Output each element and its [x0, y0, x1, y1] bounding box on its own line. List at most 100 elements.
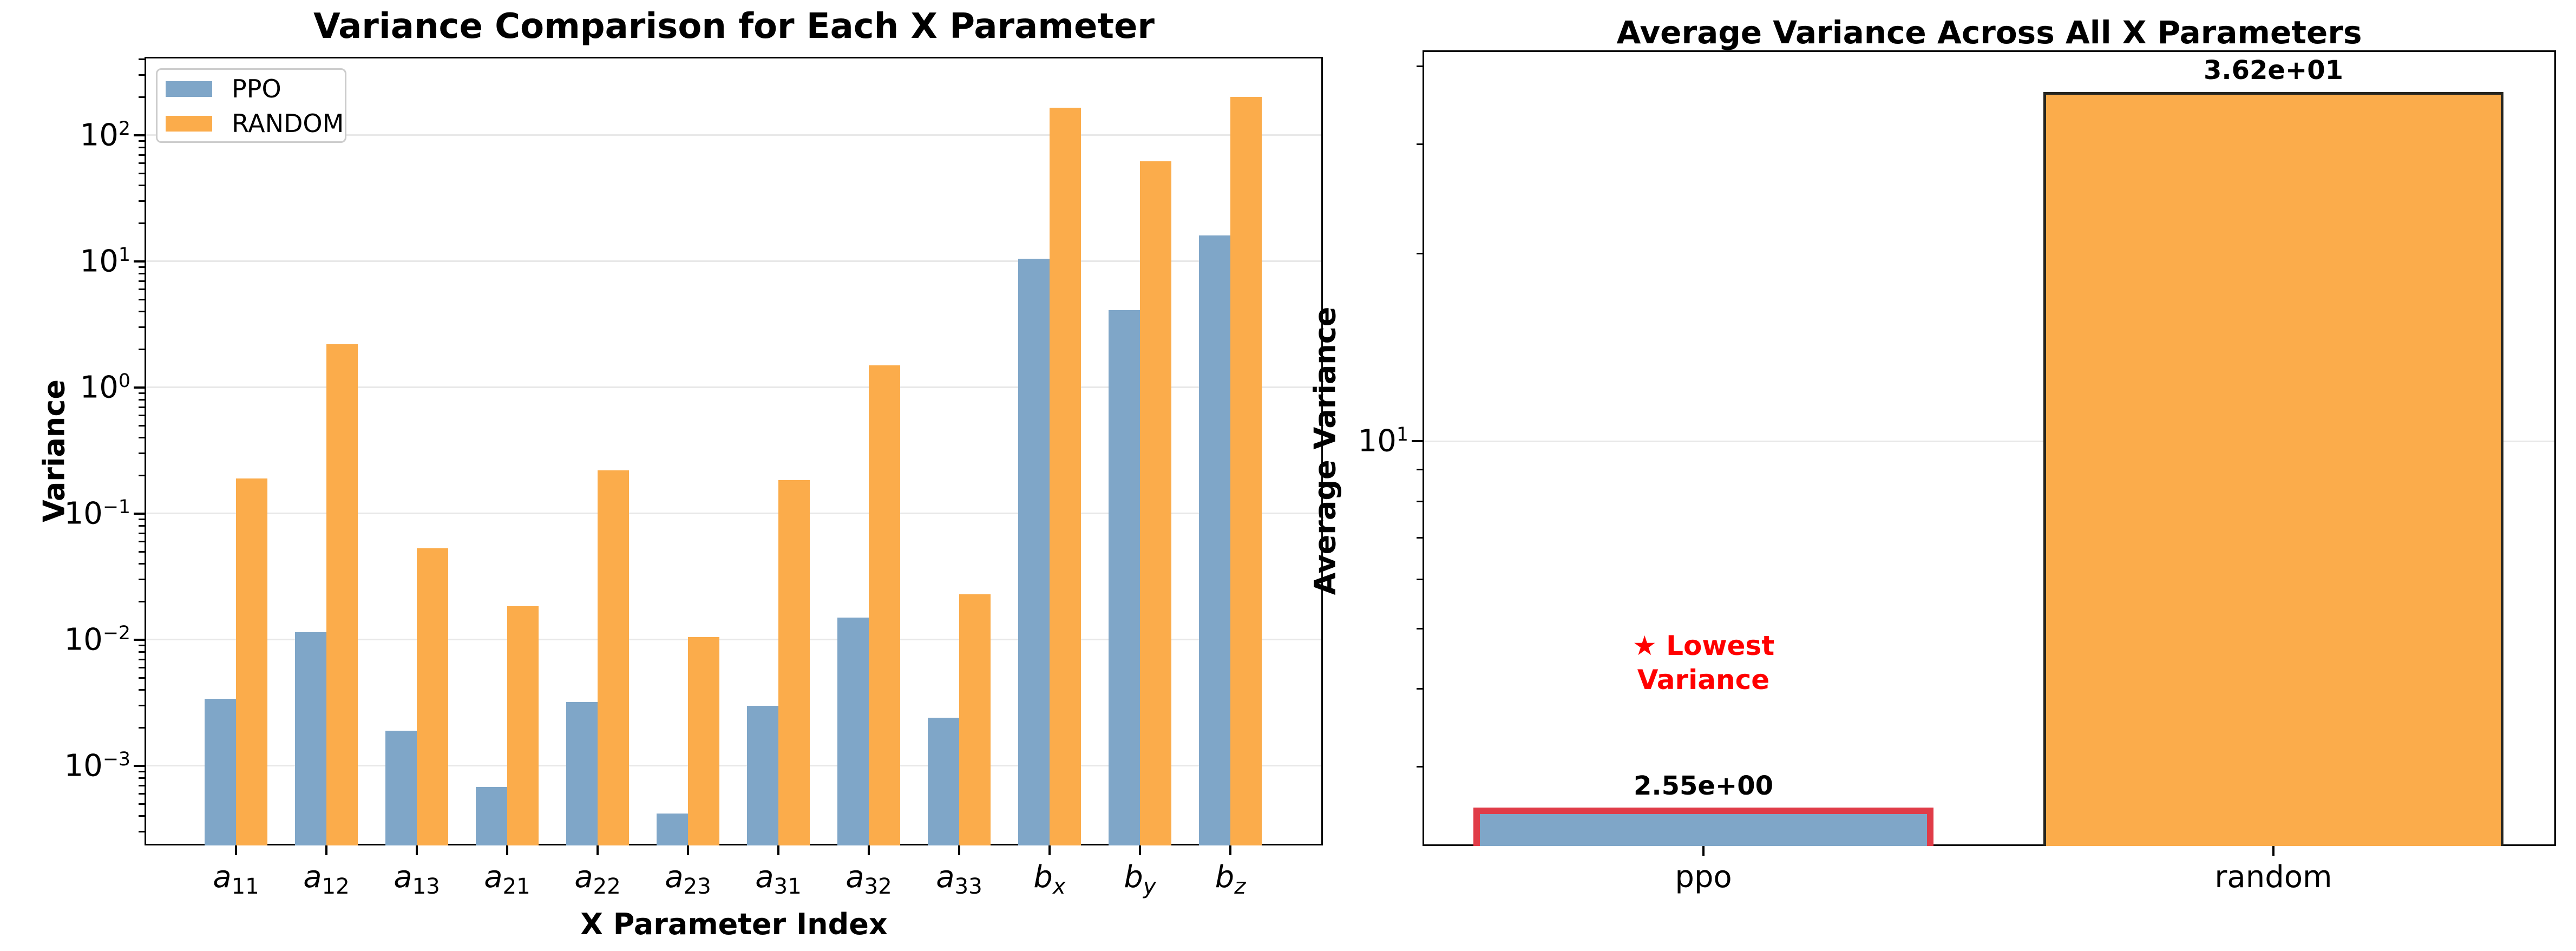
left-y-tick-label: 102	[80, 117, 130, 153]
bar-random-a12	[326, 344, 358, 845]
left-y-minor-tick	[139, 677, 145, 679]
left-y-minor-tick	[139, 475, 145, 476]
bar-random-by	[1140, 161, 1171, 845]
bar-avg-random	[2043, 92, 2503, 846]
legend-swatch-random	[166, 115, 212, 132]
legend-item-random: RANDOM	[166, 111, 344, 136]
bar-random-bx	[1050, 108, 1081, 845]
left-y-major-tick	[134, 260, 145, 263]
left-y-minor-tick	[139, 154, 145, 156]
right-y-minor-tick	[1417, 65, 1423, 67]
bar-avg-ppo	[1473, 808, 1933, 846]
left-y-tick-label: 10−2	[64, 622, 130, 658]
right-plot-area	[1423, 50, 2556, 846]
bar-random-a11	[236, 478, 267, 845]
right-chart-title: Average Variance Across All X Parameters	[1616, 14, 2362, 51]
bar-random-bz	[1230, 97, 1262, 845]
right-x-tick-label-random: random	[2214, 860, 2332, 895]
right-y-minor-tick	[1417, 469, 1423, 470]
bar-ppo-bz	[1199, 235, 1230, 845]
left-x-tick-label-a31: a31	[755, 860, 802, 900]
bar-ppo-a21	[476, 787, 507, 845]
left-y-minor-tick	[139, 551, 145, 553]
left-x-tick	[868, 845, 870, 855]
bar-random-a33	[959, 594, 991, 845]
left-y-minor-tick	[139, 311, 145, 312]
left-y-minor-tick	[139, 299, 145, 300]
left-y-minor-tick	[139, 266, 145, 268]
left-x-tick	[1139, 845, 1141, 855]
left-x-axis-label: X Parameter Index	[580, 907, 888, 941]
left-x-tick-label-a11: a11	[213, 860, 259, 900]
left-y-minor-tick	[139, 651, 145, 653]
left-y-minor-tick	[139, 437, 145, 438]
left-y-minor-tick	[139, 831, 145, 832]
left-y-minor-tick	[139, 803, 145, 805]
right-y-minor-tick	[1417, 143, 1423, 145]
left-y-minor-tick	[139, 406, 145, 408]
right-x-tick	[2272, 846, 2275, 856]
left-gridline	[145, 134, 1323, 136]
right-y-minor-tick	[1417, 628, 1423, 629]
left-y-minor-tick	[139, 147, 145, 148]
left-x-tick-label-by: by	[1124, 860, 1156, 900]
left-x-tick	[416, 845, 418, 855]
bar-ppo-a13	[385, 731, 417, 845]
left-y-minor-tick	[139, 349, 145, 350]
bar-random-a13	[417, 548, 448, 845]
left-y-minor-tick	[139, 533, 145, 534]
right-y-minor-tick	[1417, 579, 1423, 580]
left-y-minor-tick	[139, 563, 145, 565]
left-y-minor-tick	[139, 541, 145, 542]
left-gridline	[145, 639, 1323, 640]
right-y-major-tick	[1412, 440, 1423, 442]
left-y-tick-label: 101	[80, 244, 130, 279]
left-y-minor-tick	[139, 777, 145, 779]
right-y-minor-tick	[1417, 253, 1423, 254]
right-y-minor-tick	[1417, 537, 1423, 539]
left-chart-title: Variance Comparison for Each X Parameter	[313, 6, 1155, 47]
bar-ppo-bx	[1018, 259, 1050, 845]
left-gridline	[145, 260, 1323, 262]
legend-item-ppo: PPO	[166, 76, 281, 101]
left-x-tick	[958, 845, 960, 855]
left-y-minor-tick	[139, 771, 145, 772]
bar-random-a31	[778, 480, 810, 845]
left-x-tick-label-bx: bx	[1033, 860, 1066, 900]
left-y-minor-tick	[139, 525, 145, 527]
annotation-line-2: Variance	[1637, 664, 1770, 696]
left-y-minor-tick	[139, 645, 145, 646]
bar-ppo-a33	[928, 718, 959, 845]
bar-ppo-a11	[205, 699, 236, 845]
left-y-minor-tick	[139, 58, 145, 60]
left-y-minor-tick	[139, 399, 145, 401]
left-y-major-tick	[134, 513, 145, 515]
left-x-tick	[1048, 845, 1051, 855]
left-y-minor-tick	[139, 659, 145, 660]
left-x-tick-label-a13: a13	[394, 860, 440, 900]
bar-ppo-a31	[747, 706, 778, 845]
left-y-major-tick	[134, 134, 145, 136]
bar-ppo-a12	[295, 632, 326, 845]
left-y-minor-tick	[139, 667, 145, 668]
left-y-minor-tick	[139, 815, 145, 817]
right-y-axis-label: Average Variance	[1308, 306, 1342, 595]
left-x-tick-label-bz: bz	[1215, 860, 1246, 900]
left-y-minor-tick	[139, 785, 145, 786]
left-y-major-tick	[134, 765, 145, 767]
left-x-tick	[777, 845, 779, 855]
right-gridline	[1423, 441, 2556, 442]
right-y-minor-tick	[1417, 501, 1423, 502]
left-y-minor-tick	[139, 173, 145, 174]
left-y-tick-label: 100	[80, 370, 130, 405]
left-y-minor-tick	[139, 452, 145, 454]
left-y-minor-tick	[139, 579, 145, 580]
left-y-minor-tick	[139, 425, 145, 427]
left-y-minor-tick	[139, 705, 145, 706]
left-y-tick-label: 10−1	[64, 496, 130, 532]
left-y-major-tick	[134, 386, 145, 389]
bar-ppo-a22	[566, 702, 598, 845]
right-y-minor-tick	[1417, 766, 1423, 768]
left-gridline	[145, 765, 1323, 766]
